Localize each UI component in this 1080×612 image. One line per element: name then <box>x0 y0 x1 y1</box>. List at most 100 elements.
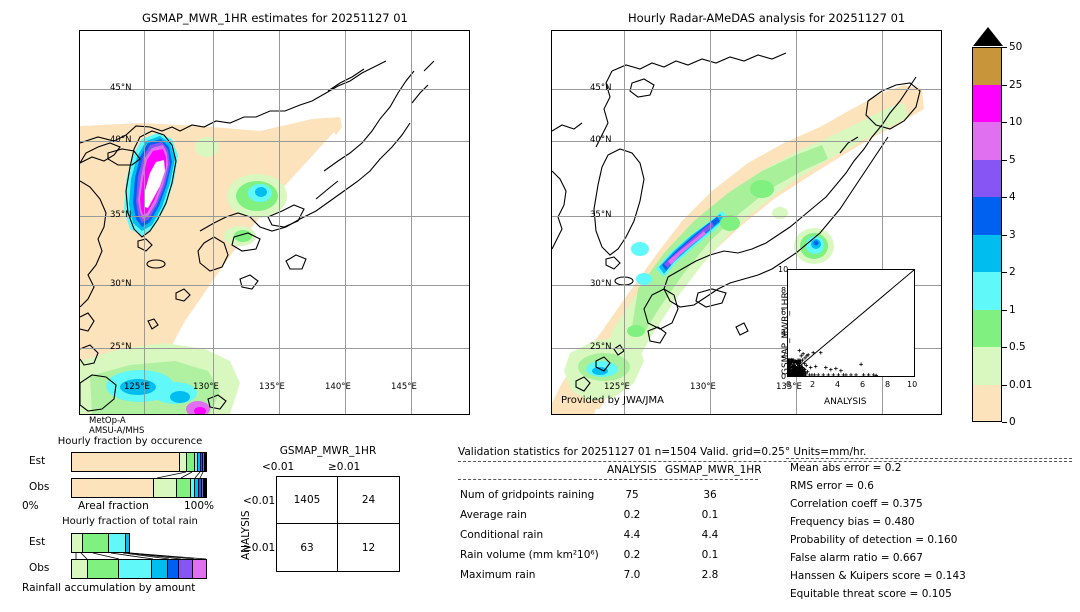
colorbar-segment-4 <box>972 197 1002 235</box>
colorbar-tick-4 <box>1002 197 1007 198</box>
validation-row-analysis-3: 0.2 <box>612 549 652 561</box>
contingency-row-header-0: <0.01 <box>243 495 275 507</box>
colorbar-label-0.5: 0.5 <box>1009 341 1026 353</box>
validation-col-header-analysis: ANALYSIS <box>607 464 657 476</box>
colorbar-label-2: 2 <box>1009 266 1016 278</box>
amount-caption: Rainfall accumulation by amount <box>22 582 195 594</box>
left-lat-label-35: 35°N <box>110 210 131 220</box>
validation-row-gsmap-4: 2.8 <box>690 569 730 581</box>
right-lat-label-30: 30°N <box>590 279 611 289</box>
occurrence-est-segment-7 <box>205 453 206 471</box>
scatter-xtick-8: 8 <box>885 380 890 389</box>
amount-obs-segment-2 <box>119 560 152 578</box>
right-lon-label-130: 130°E <box>690 382 716 392</box>
right-lat-label-40: 40°N <box>590 135 611 145</box>
colorbar-segment-5 <box>972 160 1002 198</box>
contingency-title: GSMAP_MWR_1HR <box>248 445 408 457</box>
left-gridline-lon-140 <box>345 31 346 414</box>
amount-obs-segment-4 <box>168 560 179 578</box>
right-lat-label-25: 25°N <box>590 342 611 352</box>
right-gridline-lon-125 <box>624 31 625 414</box>
colorbar-tick-0 <box>1002 422 1007 423</box>
validation-score-7: Equitable threat score = 0.105 <box>790 588 952 600</box>
validation-divider-top <box>458 461 1072 462</box>
left-sensor-line1: MetOp-A <box>89 416 126 426</box>
occurrence-est-segment-0 <box>72 453 180 471</box>
right-lat-label-45: 45°N <box>590 83 611 93</box>
validation-divider-mid <box>458 479 758 480</box>
amount-obs-segment-3 <box>152 560 168 578</box>
occurrence-chart-title: Hourly fraction by occurence <box>20 436 240 447</box>
colorbar-segment-10 <box>972 122 1002 160</box>
validation-row-gsmap-3: 0.1 <box>690 549 730 561</box>
colorbar-tick-10 <box>1002 122 1007 123</box>
validation-score-6: Hanssen & Kuipers score = 0.143 <box>790 570 966 582</box>
amount-est-segment-1 <box>83 534 109 552</box>
occurrence-est-segment-2 <box>187 453 195 471</box>
left-lon-label-135: 135°E <box>259 382 285 392</box>
contingency-col-header-1: ≥0.01 <box>328 461 360 473</box>
colorbar-label-0.01: 0.01 <box>1009 379 1032 391</box>
occurrence-obs-segment-2 <box>177 479 191 497</box>
amount-est-segment-2 <box>109 534 126 552</box>
validation-row-gsmap-0: 36 <box>690 489 730 501</box>
validation-row-label-4: Maximum rain <box>460 569 535 581</box>
left-lon-label-125: 125°E <box>124 382 150 392</box>
validation-row-gsmap-1: 0.1 <box>690 509 730 521</box>
left-lon-label-145: 145°E <box>391 382 417 392</box>
validation-divider-right <box>786 458 1072 459</box>
colorbar-segment-2 <box>972 272 1002 310</box>
occurrence-row-label-obs: Obs <box>29 481 49 493</box>
right-gridline-lon-130 <box>710 31 711 414</box>
validation-score-1: RMS error = 0.6 <box>790 480 874 492</box>
validation-row-analysis-0: 75 <box>612 489 652 501</box>
validation-score-2: Correlation coeff = 0.375 <box>790 498 923 510</box>
scatter-inset <box>787 269 915 377</box>
occurrence-obs-segment-7 <box>204 479 206 497</box>
colorbar-tick-2 <box>1002 272 1007 273</box>
contingency-cell-11: 12 <box>338 524 399 571</box>
colorbar: 50 25 10 5 4 3 2 1 0.5 0.01 0 <box>972 30 1072 422</box>
occurrence-x-left: 0% <box>22 500 39 512</box>
left-lon-label-140: 140°E <box>325 382 351 392</box>
validation-row-analysis-1: 0.2 <box>612 509 652 521</box>
left-lat-label-40: 40°N <box>110 135 131 145</box>
colorbar-arrow-icon <box>972 27 1004 47</box>
colorbar-tick-50 <box>1002 47 1007 48</box>
amount-est-segment-0 <box>72 534 83 552</box>
scatter-xtick-0: 0 <box>786 380 791 389</box>
validation-score-0: Mean abs error = 0.2 <box>790 462 901 474</box>
colorbar-label-3: 3 <box>1009 229 1016 241</box>
validation-score-4: Probability of detection = 0.160 <box>790 534 957 546</box>
occurrence-obs-segment-1 <box>154 479 177 497</box>
colorbar-segment-50 <box>972 47 1002 85</box>
amount-est-segment-3 <box>126 534 129 552</box>
colorbar-tick-0.01 <box>1002 385 1007 386</box>
amount-bar-est <box>71 533 130 553</box>
left-map-panel: 45°N 40°N 35°N 30°N 25°N 125°E 130°E 135… <box>79 30 470 415</box>
scatter-ytick-6: 6 <box>781 308 786 317</box>
scatter-x-title: ANALYSIS <box>824 397 866 407</box>
amount-row-label-obs: Obs <box>29 562 49 574</box>
right-panel-title: Hourly Radar-AMeDAS analysis for 2025112… <box>628 11 905 25</box>
scatter-ytick-10: 10 <box>778 265 788 274</box>
left-map-inner: 45°N 40°N 35°N 30°N 25°N 125°E 130°E 135… <box>80 31 469 414</box>
scatter-ytick-8: 8 <box>781 286 786 295</box>
occurrence-est-segment-1 <box>180 453 187 471</box>
colorbar-label-5: 5 <box>1009 154 1016 166</box>
left-panel-title: GSMAP_MWR_1HR estimates for 20251127 01 <box>142 11 408 25</box>
scatter-xtick-6: 6 <box>860 380 865 389</box>
contingency-col-header-0: <0.01 <box>262 461 294 473</box>
colorbar-tick-25 <box>1002 85 1007 86</box>
amount-chart-title: Hourly fraction of total rain <box>20 516 240 527</box>
amount-bar-obs <box>71 559 207 579</box>
colorbar-tick-0.5 <box>1002 347 1007 348</box>
occurrence-x-right: 100% <box>184 500 214 512</box>
scatter-xtick-4: 4 <box>835 380 840 389</box>
occurrence-bar-obs <box>71 478 207 498</box>
scatter-xtick-10: 10 <box>907 380 917 389</box>
colorbar-segment-25 <box>972 85 1002 123</box>
amount-obs-segment-0 <box>72 560 88 578</box>
occurrence-x-center: Areal fraction <box>78 500 149 512</box>
validation-col-header-gsmap: GSMAP_MWR_1HR <box>665 464 761 476</box>
